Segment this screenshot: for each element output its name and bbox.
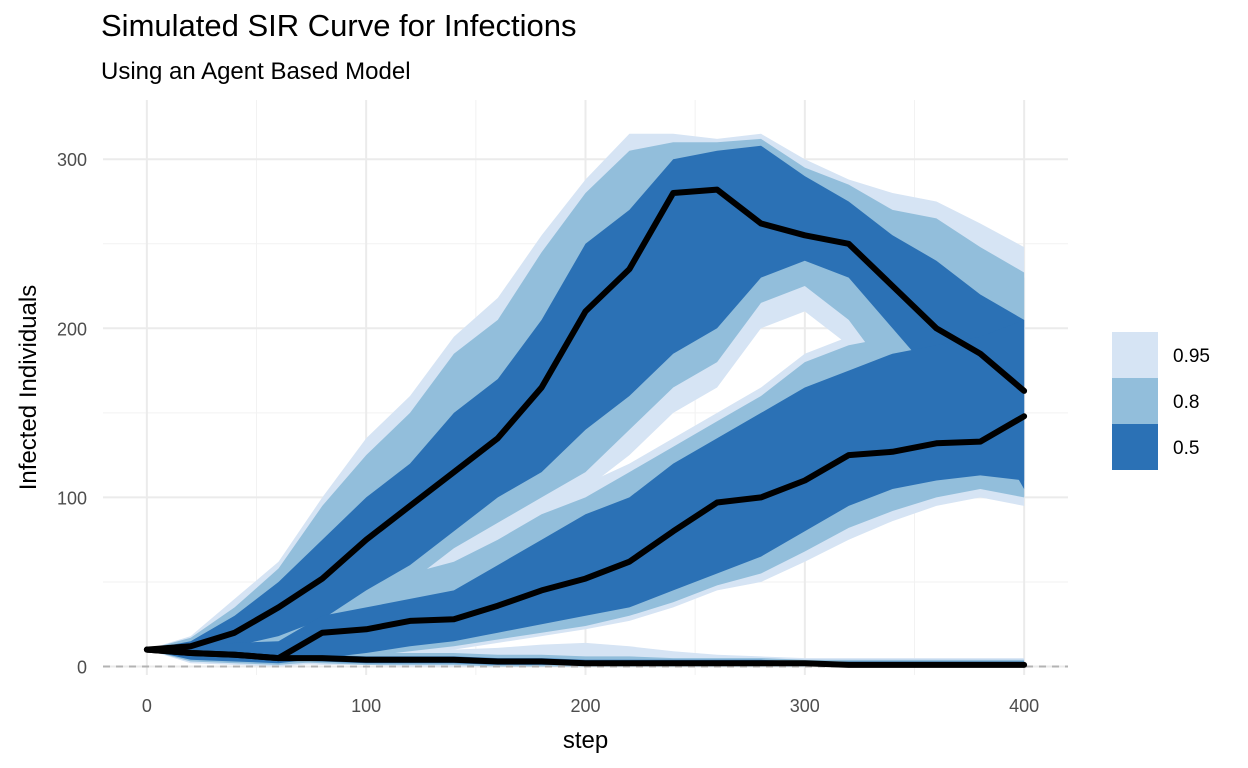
y-axis-label: Infected Individuals (15, 285, 42, 490)
median-lines (143, 186, 1028, 668)
legend-label-05: 0.5 (1173, 438, 1199, 459)
legend-label-095: 0.95 (1173, 346, 1210, 367)
x-tick-label: 300 (790, 696, 820, 716)
y-tick-label: 100 (57, 488, 87, 508)
x-tick-label: 400 (1009, 696, 1039, 716)
y-tick-label: 300 (57, 150, 87, 170)
chart-subtitle: Using an Agent Based Model (101, 58, 411, 85)
band-05-series-2 (146, 319, 1025, 664)
median-line-series-1 (143, 186, 1028, 653)
band-08-series-2 (146, 277, 1025, 665)
median-line-series-3 (143, 646, 1028, 668)
legend-key-095 (1112, 332, 1158, 378)
axis-ticks: 0 100 200 300 400 0 100 200 300 (57, 150, 1039, 716)
y-tick-label: 0 (77, 658, 87, 678)
legend-key-05 (1112, 424, 1158, 470)
ribbon-bands (146, 133, 1025, 667)
x-tick-label: 200 (570, 696, 600, 716)
x-axis-label: step (563, 727, 608, 754)
chart-title: Simulated SIR Curve for Infections (101, 8, 577, 43)
median-line-series-2 (143, 413, 1028, 662)
legend-label-08: 0.8 (1173, 392, 1199, 413)
x-tick-label: 100 (351, 696, 381, 716)
legend: 0.95 0.8 0.5 (1112, 332, 1210, 470)
x-tick-label: 0 (142, 696, 152, 716)
y-tick-label: 200 (57, 319, 87, 339)
legend-key-08 (1112, 378, 1158, 424)
band-05-series-1 (146, 145, 1025, 653)
